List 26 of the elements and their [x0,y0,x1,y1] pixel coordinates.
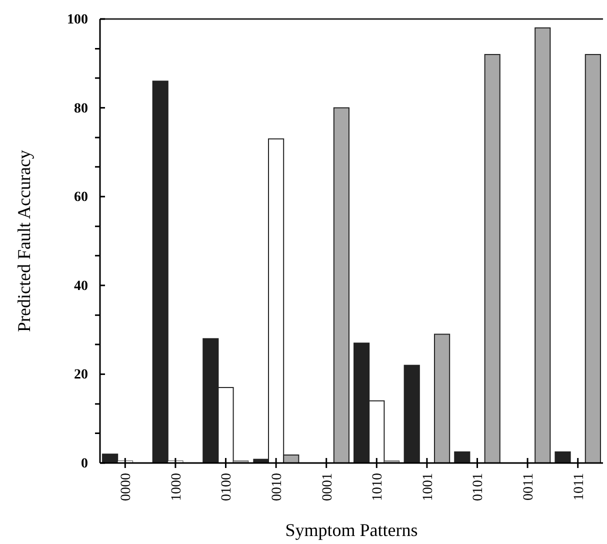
x-tick-label: 0101 [471,473,486,501]
bar [484,54,500,464]
y-tick-label: 20 [74,368,88,383]
y-tick-label: 60 [74,190,88,206]
bar [534,27,551,464]
x-tick-label: 1001 [420,473,436,501]
x-tick-label: 0010 [270,473,285,501]
x-tick-label: 1010 [370,473,386,501]
bar [584,54,601,464]
bar [404,364,420,464]
x-tick-label: 0001 [320,473,336,501]
x-tick-label: 0000 [119,473,134,501]
y-tick-label: 80 [74,101,88,116]
x-tick-label: 0100 [220,473,235,501]
x-tick-label: 1011 [572,473,587,500]
y-tick-label: 100 [67,12,88,28]
bar [454,451,470,464]
y-tick-label: 0 [81,456,88,472]
bar [333,107,350,464]
y-axis-title: Predicted Fault Accuracy [14,150,34,332]
x-tick-label: 0011 [521,473,536,500]
bar [554,451,571,464]
x-axis-title: Symptom Patterns [285,520,418,540]
x-tick-label: 1000 [169,473,184,501]
bar [434,334,450,464]
y-tick-label: 40 [74,278,88,294]
